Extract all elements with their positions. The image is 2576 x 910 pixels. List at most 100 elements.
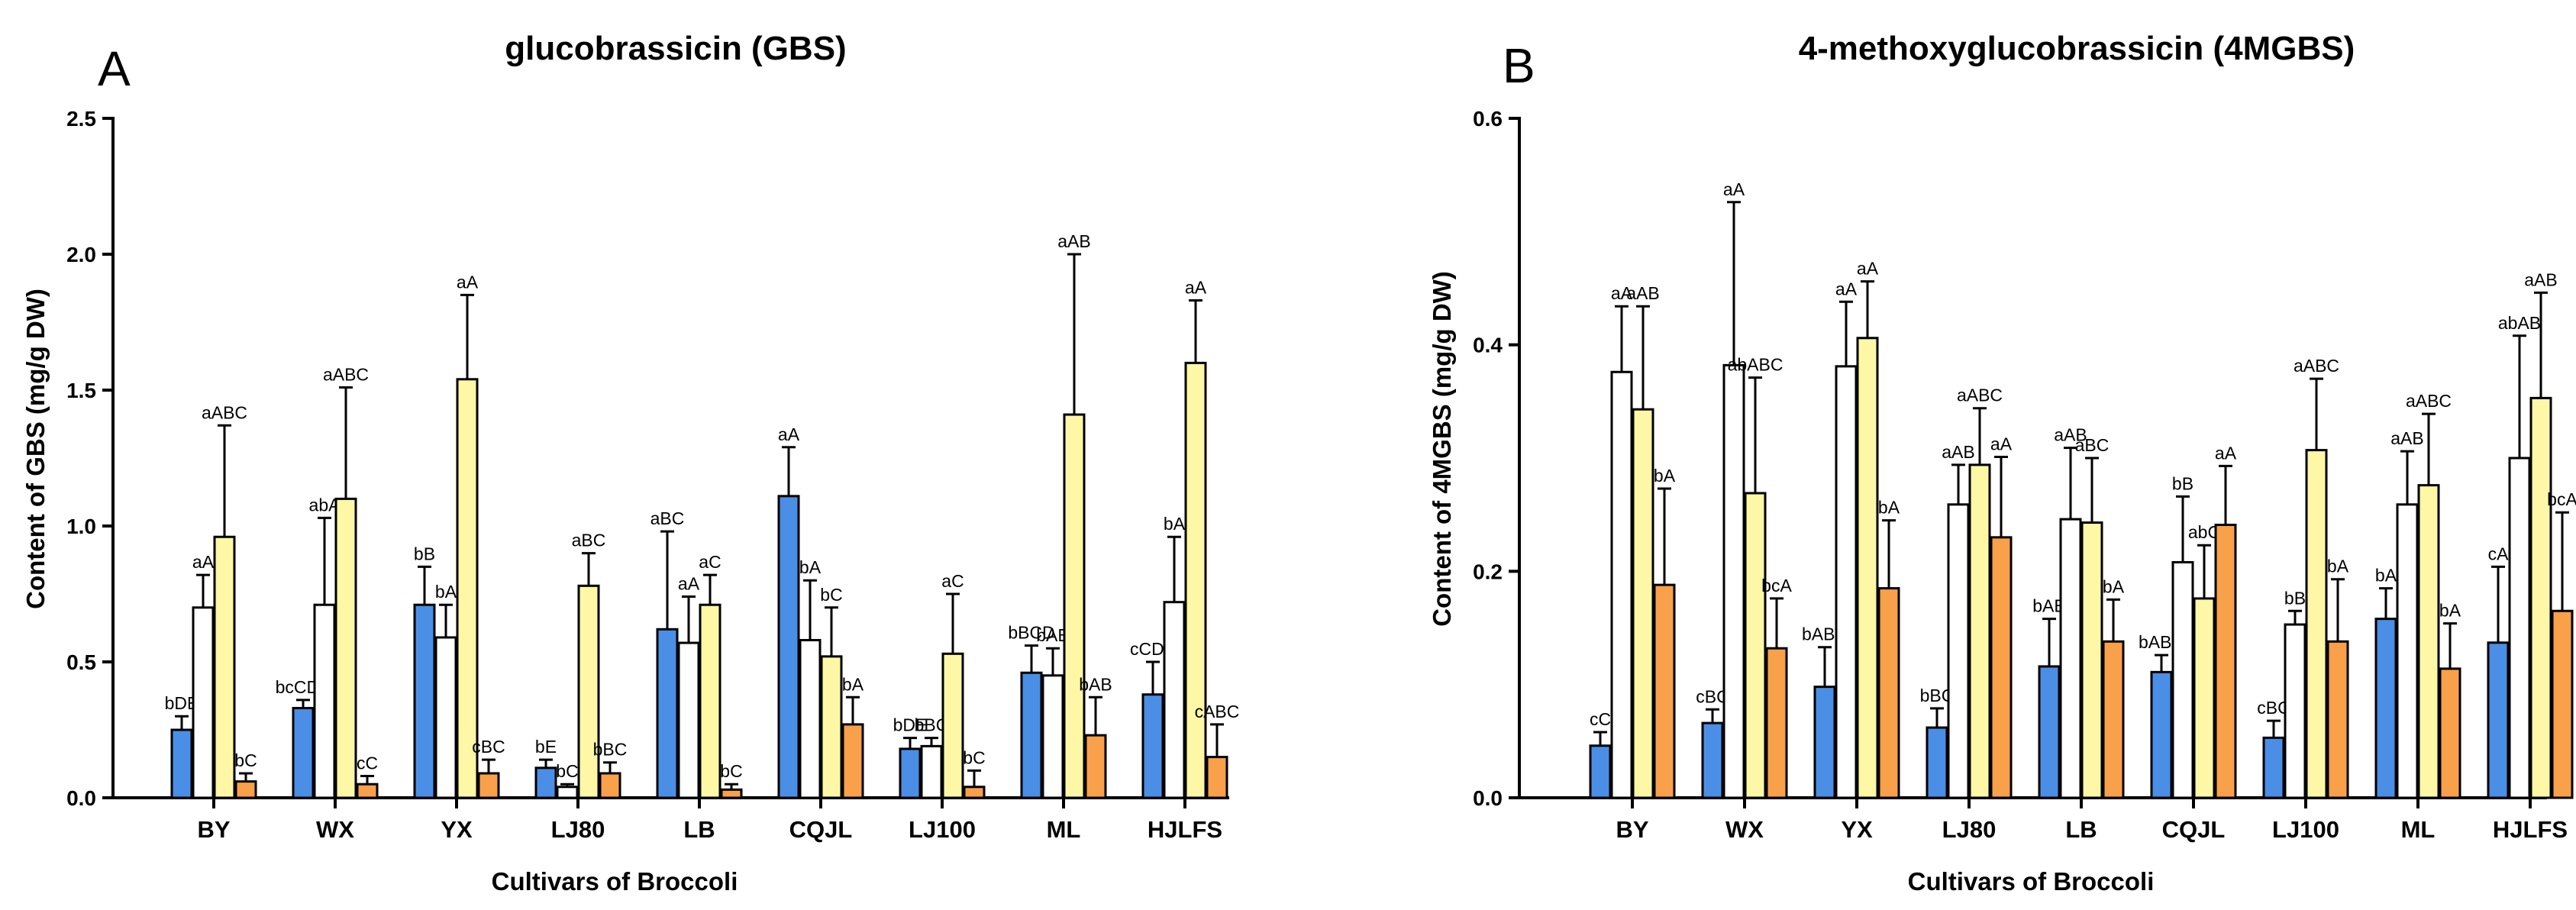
- chart-b-bar: [2417, 484, 2440, 799]
- chart-a-bar: [1041, 674, 1064, 799]
- chart-b-bar: [1589, 744, 1612, 799]
- chart-a-x-tick-label: HJLFS: [1148, 816, 1222, 843]
- chart-a-data-label: cBC: [472, 737, 505, 757]
- chart-a-bar: [799, 639, 822, 799]
- chart-b-bar: [1813, 686, 1836, 799]
- chart-b-x-tick-label: YX: [1841, 816, 1873, 843]
- chart-b-data-label: aAB: [2524, 269, 2557, 289]
- chart-a-y-tick-label: 1.5: [66, 379, 96, 402]
- chart-a-data-label: bA: [435, 582, 457, 602]
- chart-b-bar: [2551, 609, 2574, 799]
- chart-a-data-label: aAB: [1057, 231, 1090, 251]
- chart-a-data-label: bBC: [593, 740, 628, 760]
- chart-a-x-tick-label: LJ80: [551, 816, 605, 843]
- chart-a-data-label: bC: [556, 761, 578, 781]
- chart-a-data-label: aC: [699, 552, 721, 572]
- chart-b-bar: [1877, 587, 1900, 799]
- chart-a-bar: [334, 497, 357, 799]
- chart-b-x-tick-label: ML: [2401, 816, 2436, 843]
- chart-a-data-label: bBCD: [1008, 623, 1054, 643]
- chart-a-data-label: aA: [192, 552, 215, 572]
- chart-b-bar: [2326, 640, 2349, 799]
- chart-a-y-tick-label: 2.5: [66, 107, 96, 131]
- chart-b-bar: [2374, 618, 2397, 799]
- chart-a-x-tick-label: LB: [683, 816, 715, 843]
- chart-b-bar: [2508, 457, 2531, 799]
- chart-a-y-tick-label: 2.0: [66, 243, 96, 266]
- chart-b-panel-label: B: [1503, 38, 1535, 93]
- chart-b-bar: [1632, 408, 1654, 799]
- chart-b-data-label: aAB: [1942, 442, 1974, 462]
- chart-a-y-axis-label: Content of GBS (mg/g DW): [21, 289, 50, 609]
- chart-b-data-label: aA: [1611, 283, 1633, 303]
- chart-a-bar: [313, 603, 336, 799]
- chart-a-data-label: aC: [941, 571, 964, 591]
- chart-b-y-tick-label: 0.4: [1473, 334, 1503, 357]
- chart-b-data-label: aABC: [2294, 356, 2339, 376]
- chart-a-y-tick-label: 1.0: [66, 515, 96, 538]
- chart-a-bar: [192, 606, 215, 799]
- chart-b-bar: [1835, 365, 1858, 799]
- chart-a-data-label: aBC: [572, 531, 606, 550]
- chart-b-data-label: abABC: [1728, 355, 1784, 375]
- chart-panel-b: B 4-methoxyglucobrassicin (4MGBS) Conten…: [1428, 30, 2576, 895]
- chart-b-x-tick-label: CQJL: [2162, 816, 2226, 843]
- chart-a-data-label: bAB: [1079, 674, 1112, 694]
- chart-a-bar: [556, 786, 579, 799]
- chart-a-data-label: bA: [842, 674, 864, 694]
- chart-a-bar: [356, 783, 379, 799]
- chart-a-bar: [170, 728, 193, 799]
- chart-b-title: 4-methoxyglucobrassicin (4MGBS): [1799, 30, 2355, 67]
- chart-a-bar: [477, 772, 500, 799]
- chart-b-bar: [2396, 503, 2419, 799]
- chart-a-bar: [941, 652, 964, 799]
- chart-a-bar: [1084, 734, 1107, 799]
- chart-a-bar: [699, 603, 721, 799]
- chart-b-data-label: aA: [1723, 179, 1745, 199]
- chart-b-x-tick-label: LJ100: [2272, 816, 2339, 843]
- chart-b-data-label: cC: [1590, 709, 1611, 729]
- chart-b-bar: [1990, 536, 2013, 799]
- chart-a-data-label: bA: [799, 557, 822, 577]
- chart-a-bar: [841, 723, 864, 799]
- chart-a-bar: [1163, 601, 1186, 799]
- chart-b-bar: [2305, 449, 2328, 799]
- chart-a-x-tick-label: ML: [1047, 816, 1081, 843]
- chart-a-data-label: cC: [357, 753, 378, 773]
- chart-b-data-label: aABC: [1957, 386, 2003, 405]
- chart-a-bar: [1063, 413, 1086, 799]
- chart-a-bar: [434, 636, 457, 799]
- chart-b-bar: [1947, 503, 1970, 799]
- chart-a-data-label: bDE: [893, 715, 928, 735]
- chart-b-data-label: aA: [1857, 259, 1879, 279]
- chart-a-data-label: aABC: [323, 364, 369, 384]
- chart-a-bar: [292, 707, 315, 799]
- chart-b-x-tick-label: HJLFS: [2493, 816, 2568, 843]
- chart-a-x-tick-label: BY: [197, 816, 230, 843]
- chart-a-bar: [456, 378, 479, 799]
- chart-b-bar: [2529, 396, 2552, 799]
- chart-b-bar: [1701, 721, 1724, 799]
- chart-b-bar: [2038, 665, 2061, 799]
- chart-b-data-label: bA: [2375, 566, 2397, 586]
- chart-a-data-label: bA: [1164, 514, 1186, 534]
- chart-b-data-label: bA: [1654, 466, 1676, 486]
- chart-b-data-label: aA: [1835, 279, 1858, 298]
- chart-b-x-tick-label: LB: [2065, 816, 2097, 843]
- chart-a-bar: [1184, 361, 1207, 799]
- chart-b-data-label: bcA: [2547, 489, 2576, 509]
- chart-b-x-tick-label: WX: [1725, 816, 1764, 843]
- chart-b-bar: [1856, 337, 1879, 799]
- chart-b-bar: [2214, 524, 2237, 799]
- chart-b-bar: [2284, 623, 2306, 799]
- chart-b-data-label: abAB: [2498, 313, 2541, 333]
- chart-b-bar: [2487, 641, 2510, 799]
- chart-b-bar: [2439, 667, 2461, 799]
- chart-a-bar: [899, 747, 922, 799]
- chart-b-data-label: bB: [2172, 473, 2193, 493]
- chart-a-data-label: aA: [678, 574, 700, 594]
- chart-b-bar: [2059, 518, 2082, 799]
- chart-b-bar: [2080, 521, 2103, 799]
- chart-b-y-tick-label: 0.6: [1473, 107, 1503, 131]
